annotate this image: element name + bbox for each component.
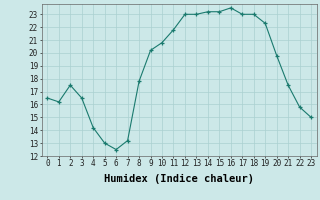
X-axis label: Humidex (Indice chaleur): Humidex (Indice chaleur) [104, 174, 254, 184]
